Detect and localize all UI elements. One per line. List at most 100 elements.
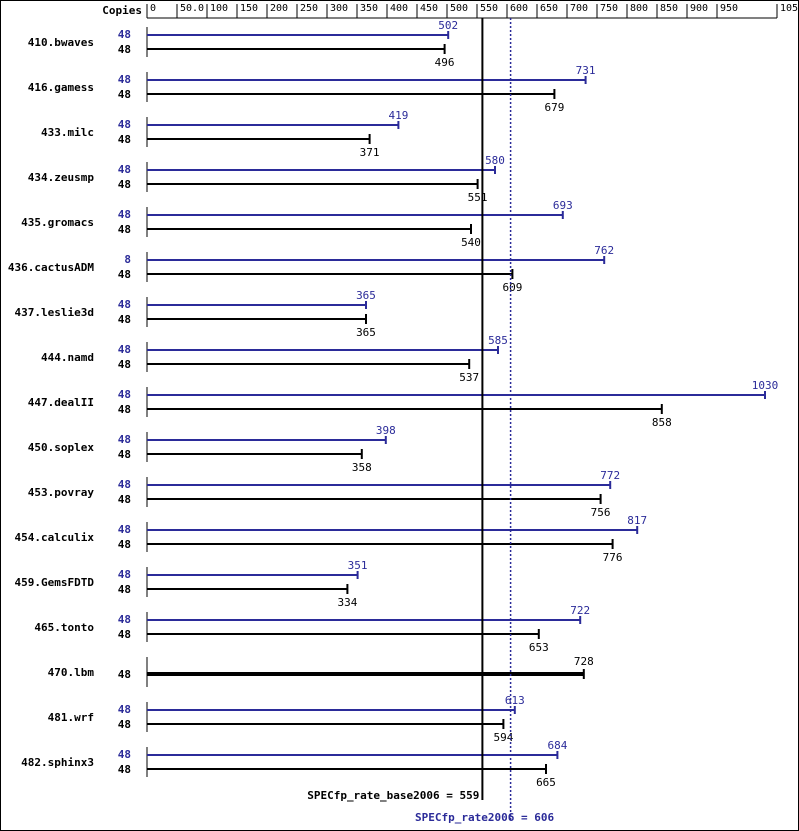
base-copies: 48 [118,668,131,681]
benchmark-row: 437.leslie3d 48 365 48 365 [15,289,376,339]
peak-value-label: 762 [594,244,614,257]
base-value-label: 594 [493,731,513,744]
benchmark-name: 416.gamess [28,81,94,94]
base-copies: 48 [118,538,131,551]
peak-copies: 48 [118,73,131,86]
benchmark-name: 482.sphinx3 [21,756,94,769]
peak-value-label: 722 [570,604,590,617]
base-copies: 48 [118,763,131,776]
benchmark-row: 433.milc 48 419 48 371 [41,109,408,159]
x-tick-label: 900 [690,3,708,14]
benchmark-name: 447.dealII [28,396,94,409]
peak-copies: 8 [124,253,131,266]
benchmark-row: 410.bwaves 48 502 48 496 [28,19,458,69]
base-value-label: 371 [360,146,380,159]
peak-copies: 48 [118,208,131,221]
benchmark-name: 437.leslie3d [15,306,94,319]
peak-copies: 48 [118,703,131,716]
base-value-label: 756 [591,506,611,519]
peak-copies: 48 [118,523,131,536]
x-tick-label: 300 [330,3,348,14]
benchmark-name: 410.bwaves [28,36,94,49]
base-value-label: 551 [468,191,488,204]
base-value-label: 653 [529,641,549,654]
copies-header: Copies [102,4,142,17]
x-tick-label: 550 [480,3,498,14]
x-tick-label: 50.0 [180,3,204,14]
benchmark-name: 450.soplex [28,441,95,454]
peak-copies: 48 [118,613,131,626]
benchmark-name: 444.namd [41,351,94,364]
peak-value-label: 419 [388,109,408,122]
x-tick-label: 600 [510,3,528,14]
base-value-label: 679 [544,101,564,114]
base-copies: 48 [118,133,131,146]
base-copies: 48 [118,223,131,236]
x-tick-label: 250 [300,3,318,14]
base-copies: 48 [118,43,131,56]
x-tick-label: 150 [240,3,258,14]
base-value-label: 665 [536,776,556,789]
base-value-label: 540 [461,236,481,249]
peak-copies: 48 [118,748,131,761]
x-tick-label: 700 [570,3,588,14]
benchmark-row: 435.gromacs 48 693 48 540 [21,199,573,249]
peak-value-label: 502 [438,19,458,32]
benchmark-name: 470.lbm [48,666,95,679]
base-copies: 48 [118,313,131,326]
base-value-label: 537 [459,371,479,384]
benchmark-row: 465.tonto 48 722 48 653 [34,604,590,654]
base-copies: 48 [118,358,131,371]
peak-value-label: 817 [627,514,647,527]
benchmark-name: 481.wrf [48,711,94,724]
base-value-label: 609 [502,281,522,294]
benchmark-name: 459.GemsFDTD [15,576,95,589]
base-copies: 48 [118,628,131,641]
peak-value-label: 684 [547,739,567,752]
base-copies: 48 [118,88,131,101]
x-tick-label: 0 [150,3,156,14]
peak-value-label: 398 [376,424,396,437]
benchmark-row: 481.wrf 48 613 48 594 [48,694,525,744]
base-copies: 48 [118,403,131,416]
x-tick-label: 350 [360,3,378,14]
peak-value-label: 772 [600,469,620,482]
base-value-label: 358 [352,461,372,474]
x-tick-label: 1050 [780,3,799,14]
benchmark-name: 435.gromacs [21,216,94,229]
benchmark-row: 434.zeusmp 48 580 48 551 [28,154,505,204]
x-tick-label: 500 [450,3,468,14]
x-tick-label: 100 [210,3,228,14]
peak-value-label: 365 [356,289,376,302]
base-value-label: 365 [356,326,376,339]
peak-copies: 48 [118,388,131,401]
base-value-label: 496 [435,56,455,69]
base-copies: 48 [118,493,131,506]
peak-copies: 48 [118,568,131,581]
peak-value-label: 585 [488,334,508,347]
benchmark-row: 482.sphinx3 48 684 48 665 [21,739,568,789]
peak-copies: 48 [118,343,131,356]
peak-value-label: 351 [348,559,368,572]
x-tick-label: 800 [630,3,648,14]
peak-value-label: 613 [505,694,525,707]
base-copies: 48 [118,718,131,731]
base-value-label: 334 [337,596,357,609]
benchmark-name: 436.cactusADM [8,261,94,274]
peak-copies: 48 [118,163,131,176]
benchmark-row: 459.GemsFDTD 48 351 48 334 [15,559,368,609]
base-mean-label: SPECfp_rate_base2006 = 559 [307,789,479,802]
peak-value-label: 1030 [752,379,779,392]
peak-copies: 48 [118,433,131,446]
x-tick-label: 450 [420,3,438,14]
peak-copies: 48 [118,118,131,131]
peak-value-label: 731 [576,64,596,77]
base-copies: 48 [118,178,131,191]
benchmark-name: 453.povray [28,486,95,499]
base-value-label: 858 [652,416,672,429]
benchmark-row: 436.cactusADM 8 762 48 609 [8,244,614,294]
base-copies: 48 [118,583,131,596]
base-copies: 48 [118,448,131,461]
